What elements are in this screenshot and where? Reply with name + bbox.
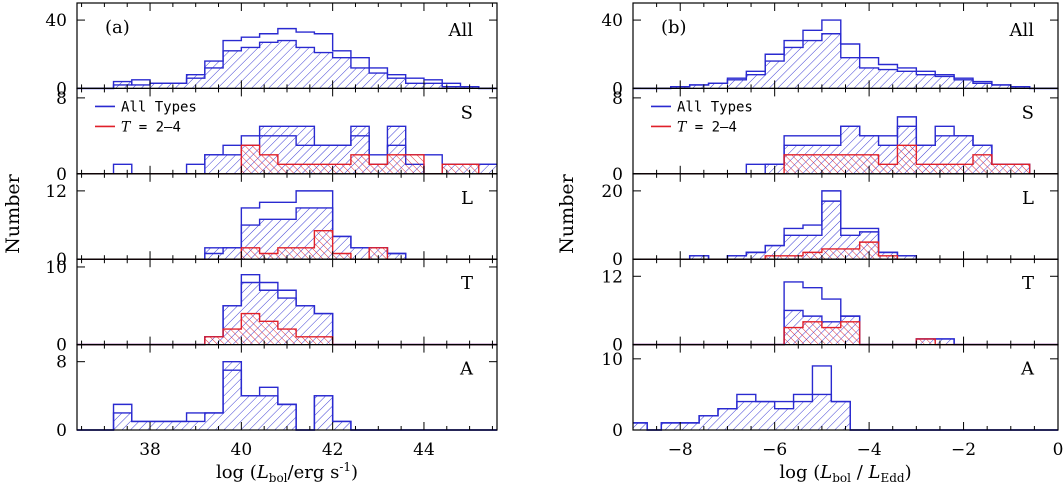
legend-entry-t-2-4: T = 2–4 xyxy=(121,119,181,135)
y-tick-label: 0 xyxy=(612,165,623,185)
histogram-fill-t24-2 xyxy=(633,242,1058,260)
subpanel-s: 0 8 S All Types T = 2–4 xyxy=(612,87,1059,185)
subpanel-a: 0 10 A xyxy=(601,344,1059,441)
y-tick-label: 0 xyxy=(56,250,67,270)
histogram-fill-all-1 xyxy=(77,40,497,89)
y-tick-label: 40 xyxy=(601,11,623,31)
x-tick-label: 38 xyxy=(139,440,161,460)
y-tick-label: 40 xyxy=(45,11,67,31)
histogram-fill-t24-2 xyxy=(77,145,497,174)
x-tick-label: 40 xyxy=(231,440,253,460)
x-tick-label: −6 xyxy=(762,440,787,460)
y-tick-label: 0 xyxy=(612,421,623,441)
y-tick-label: 0 xyxy=(56,79,67,99)
subpanel-t: 0 10 T xyxy=(45,258,498,356)
histogram-fill-t24-2 xyxy=(633,321,1058,345)
y-tick-label: 0 xyxy=(56,421,67,441)
type-label: A xyxy=(459,359,474,380)
legend-entry-all-types: All Types xyxy=(677,99,753,115)
y-tick-label: 0 xyxy=(612,336,623,356)
subpanel-l: 0 20 L xyxy=(601,173,1059,270)
y-tick-label: 8 xyxy=(612,89,623,109)
x-tick-label: 44 xyxy=(413,440,435,460)
subpanel-t: 0 12 T xyxy=(601,258,1059,356)
histogram-outline-all-1 xyxy=(633,393,1058,431)
type-label: T xyxy=(461,273,473,294)
histogram-fill-all-1 xyxy=(633,394,1058,430)
histogram-fill-all-1 xyxy=(77,361,497,430)
histogram-fill-all-1 xyxy=(633,33,1058,89)
y-tick-label: 0 xyxy=(612,79,623,99)
subpanel-l: 0 12 L xyxy=(45,173,498,270)
y-axis-label-left: Number xyxy=(2,173,24,253)
subpanel-all: 0 40 All (a) xyxy=(45,2,498,99)
y-tick-label: 12 xyxy=(601,267,623,287)
type-label: T xyxy=(1022,273,1034,294)
x-axis-label: log (Lbol/erg s-1) xyxy=(216,460,358,485)
histogram-fill-t24-2 xyxy=(77,230,497,260)
y-tick-label: 0 xyxy=(56,336,67,356)
legend-entry-t-2-4: T = 2–4 xyxy=(677,119,737,135)
x-tick-label: −2 xyxy=(951,440,976,460)
histogram-fill-all-1 xyxy=(77,282,497,345)
y-tick-label: 10 xyxy=(45,258,67,278)
panel-label: (b) xyxy=(661,17,687,38)
type-label: L xyxy=(1022,188,1034,209)
y-tick-label: 8 xyxy=(56,353,67,373)
subpanel-a: 0 8 A xyxy=(56,344,498,441)
type-label: L xyxy=(461,188,473,209)
x-tick-label: −4 xyxy=(857,440,882,460)
x-tick-label: 0 xyxy=(1053,440,1063,460)
histogram-fill-all-1 xyxy=(633,201,1058,260)
histogram-fill-all-1 xyxy=(633,126,1058,174)
histogram-outline-all-1 xyxy=(77,39,497,90)
y-tick-label: 8 xyxy=(56,89,67,109)
type-label: S xyxy=(1022,102,1034,123)
type-label: A xyxy=(1020,359,1035,380)
histogram-fill-all-1 xyxy=(77,207,497,260)
subpanel-all: 0 40 All (b) xyxy=(601,2,1059,99)
type-label: All xyxy=(447,20,473,41)
type-label: S xyxy=(461,102,473,123)
histogram-fill-t24-2 xyxy=(633,145,1058,174)
subpanel-s: 0 8 S All Types T = 2–4 xyxy=(56,87,498,185)
x-axis-label: log (Lbol / LEdd) xyxy=(779,462,911,485)
x-tick-label: −8 xyxy=(668,440,693,460)
y-tick-label: 10 xyxy=(601,350,623,370)
y-axis-label-right: Number xyxy=(556,173,578,253)
y-tick-label: 0 xyxy=(612,250,623,270)
y-tick-label: 12 xyxy=(45,182,67,202)
histogram-outline-all-1 xyxy=(633,33,1058,90)
legend-entry-all-types: All Types xyxy=(121,99,197,115)
y-tick-label: 0 xyxy=(56,165,67,185)
x-tick-label: 42 xyxy=(322,440,344,460)
type-label: All xyxy=(1008,20,1034,41)
panel-label: (a) xyxy=(105,17,130,38)
y-tick-label: 20 xyxy=(601,182,623,202)
